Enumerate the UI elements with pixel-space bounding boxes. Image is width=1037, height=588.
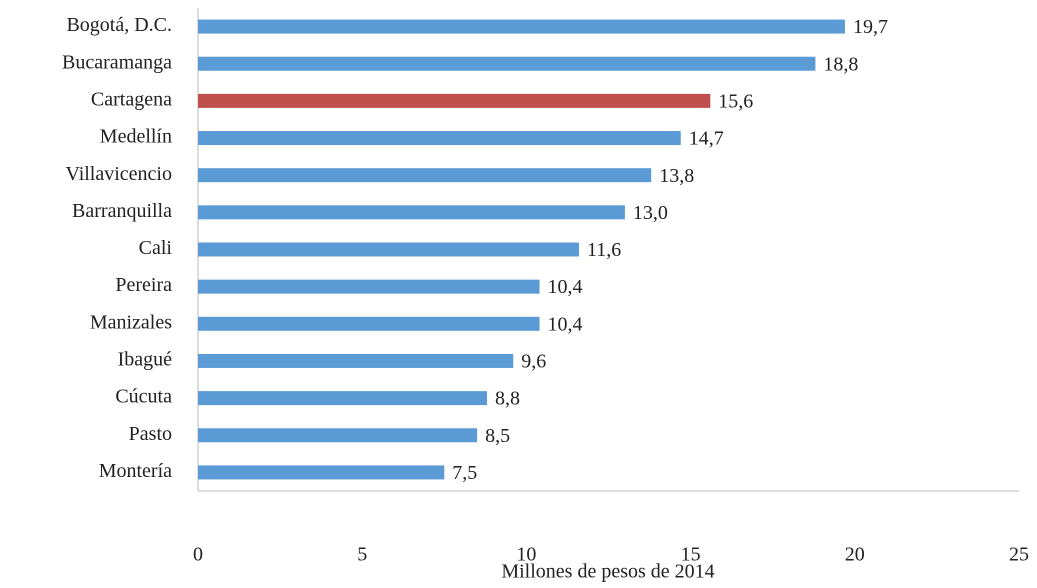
y-tick-label: Medellín [100,126,172,148]
bar [198,205,625,220]
value-label: 13,0 [633,202,668,224]
bar [198,465,445,480]
value-label: 18,8 [823,53,858,75]
bar [198,279,540,294]
bar [198,428,478,443]
bar [198,19,845,34]
y-tick-label: Pereira [115,274,172,296]
x-tick-label: 0 [193,544,203,566]
value-label: 15,6 [718,90,753,112]
x-tick-label: 20 [845,544,865,566]
bar [198,56,816,71]
bar [198,353,514,368]
value-label: 10,4 [548,276,583,298]
y-tick-label: Bucaramanga [62,51,172,73]
x-tick-label: 5 [357,544,367,566]
y-tick-label: Cúcuta [115,386,172,408]
bar [198,316,540,331]
x-tick-label: 25 [1009,544,1029,566]
bar [198,242,579,257]
bar [198,93,711,108]
y-tick-label: Ibagué [118,349,173,371]
y-tick-label: Villavicencio [65,163,172,185]
value-label: 14,7 [689,128,724,150]
bar [198,168,652,183]
value-label: 9,6 [521,351,546,373]
y-tick-label: Cartagena [91,88,172,110]
value-label: 10,4 [548,313,583,335]
value-label: 7,5 [452,462,477,484]
value-label: 8,8 [495,388,520,410]
y-tick-label: Cali [139,237,173,259]
y-tick-label: Bogotá, D.C. [66,14,172,36]
value-label: 13,8 [659,165,694,187]
y-tick-label: Manizales [90,311,172,333]
x-tick-label: 15 [681,544,701,566]
bar [198,131,681,146]
value-label: 11,6 [587,239,621,261]
x-tick-label: 10 [516,544,536,566]
y-tick-label: Montería [99,460,172,482]
value-label: 8,5 [485,425,510,447]
y-tick-label: Barranquilla [72,200,172,222]
bar [198,391,487,406]
y-tick-label: Pasto [129,423,172,445]
value-label: 19,7 [853,16,888,38]
x-axis-title: Millones de pesos de 2014 [501,561,714,583]
